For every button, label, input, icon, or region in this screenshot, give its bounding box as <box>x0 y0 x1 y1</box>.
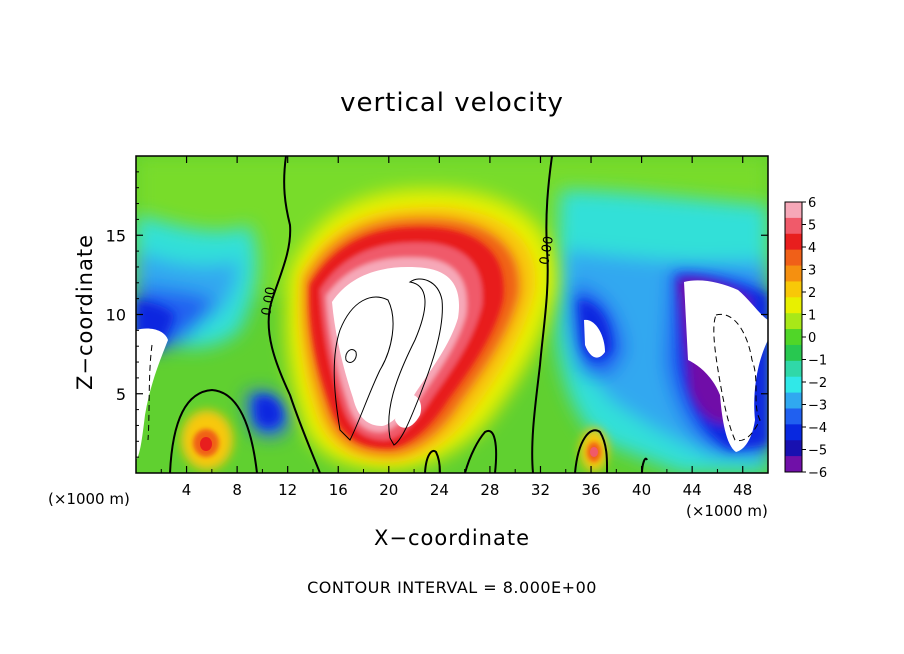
colorbar-tick-label: 0 <box>808 331 816 346</box>
colorbar-swatch <box>785 249 802 267</box>
colorbar-swatch <box>785 344 802 362</box>
colorbar-tick-label: −3 <box>808 399 827 414</box>
x-tick-label: 44 <box>683 481 702 499</box>
x-tick-label: 40 <box>632 481 651 499</box>
colorbar-swatch <box>785 424 802 441</box>
colorbar-tick-label: 6 <box>808 196 816 211</box>
colorbar-swatch <box>785 456 802 473</box>
colorbar-tick-label: −2 <box>808 376 827 391</box>
colorbar-tick-label: 2 <box>808 286 816 301</box>
colorbar-tick-label: −4 <box>808 421 827 436</box>
colorbar-swatch <box>785 392 802 409</box>
x-tick-label: 8 <box>232 481 242 499</box>
colorbar-tick-label: −5 <box>808 444 827 459</box>
x-tick-label: 36 <box>581 481 600 499</box>
x-unit-label-left: (×1000 m) <box>48 490 130 508</box>
colorbar-swatch <box>785 376 802 394</box>
contour-label: 0.00 <box>259 286 279 317</box>
colorbar-tick-label: 1 <box>808 309 816 324</box>
colorbar-swatch <box>785 233 802 251</box>
colorbar-swatch <box>785 297 802 314</box>
x-tick-label: 32 <box>531 481 550 499</box>
colorbar-swatch <box>785 281 802 298</box>
colorbar-tick-label: 3 <box>808 264 816 279</box>
contour-interval-note: CONTOUR INTERVAL = 8.000E+00 <box>307 578 597 597</box>
colorbar-swatch <box>785 265 802 282</box>
contour-label: 0.00 <box>537 235 557 266</box>
x-axis-label: X−coordinate <box>374 526 530 550</box>
colorbar: 6 5 4 3 2 1 0 −1 −2 −3 −4 −5 −6 <box>784 196 827 481</box>
velocity-field: 0.00 0.00 <box>136 156 768 473</box>
x-tick-label: 16 <box>329 481 348 499</box>
y-tick-label: 10 <box>106 306 126 325</box>
chart-title: vertical velocity <box>340 88 564 118</box>
colorbar-swatch <box>785 408 802 425</box>
y-tick-label: 5 <box>116 385 126 404</box>
x-tick-label: 48 <box>733 481 752 499</box>
colorbar-swatch <box>785 313 802 330</box>
x-unit-label-right: (×1000 m) <box>686 502 768 520</box>
colorbar-tick-label: 4 <box>808 241 816 256</box>
x-tick-label: 28 <box>480 481 499 499</box>
colorbar-tick-label: 5 <box>808 219 816 234</box>
colorbar-tick-label: −1 <box>808 354 827 369</box>
colorbar-swatch <box>785 202 802 219</box>
colorbar-swatch <box>785 440 802 457</box>
x-tick-label: 20 <box>379 481 398 499</box>
colorbar-tick-label: −6 <box>808 466 827 481</box>
y-tick-label: 15 <box>106 226 126 245</box>
x-tick-label: 24 <box>430 481 449 499</box>
x-tick-label: 12 <box>278 481 297 499</box>
colorbar-swatch <box>785 329 802 346</box>
colorbar-swatch <box>785 217 802 235</box>
colorbar-swatch <box>785 360 802 378</box>
x-tick-label: 4 <box>182 481 192 499</box>
